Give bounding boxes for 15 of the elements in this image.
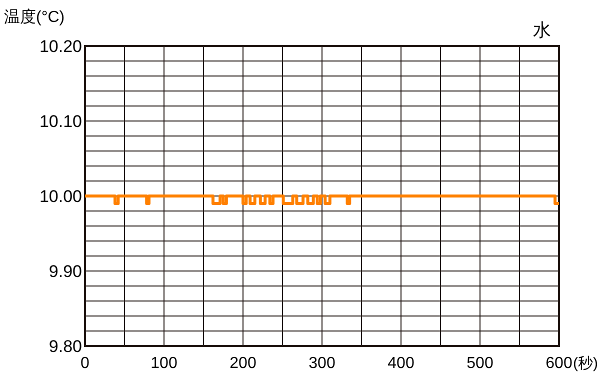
- x-tick-label: 500: [466, 355, 494, 372]
- x-axis-title: (秒): [573, 355, 598, 372]
- x-tick-label: 300: [308, 355, 336, 372]
- y-tick-label: 9.80: [48, 336, 82, 356]
- y-tick-label: 9.90: [48, 262, 82, 281]
- x-tick-label: 100: [150, 355, 178, 372]
- y-axis-title: 温度(°C): [4, 8, 65, 26]
- y-tick-label: 10.00: [39, 186, 82, 206]
- y-tick-label: 10.10: [39, 112, 82, 131]
- text: 水: [533, 20, 551, 40]
- x-tick-label: 400: [388, 355, 414, 372]
- x-tick-label: 0: [80, 355, 90, 372]
- x-tick-label: 600: [546, 355, 572, 372]
- x-tick-label: 200: [230, 355, 256, 372]
- y-tick-label: 10.20: [39, 36, 82, 56]
